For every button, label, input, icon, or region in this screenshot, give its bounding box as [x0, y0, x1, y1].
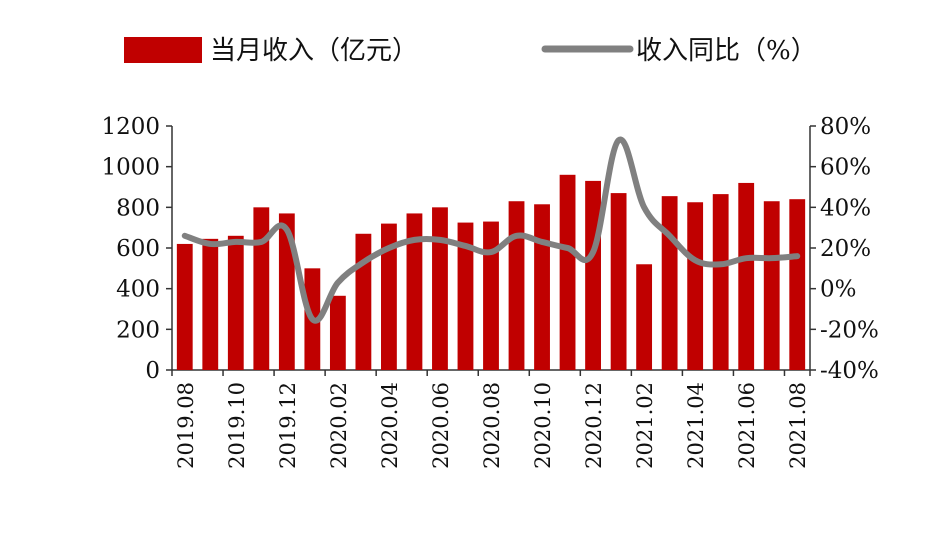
bar-2021.08 — [789, 199, 806, 370]
bar-2021.07 — [763, 201, 780, 370]
bar-2020.08 — [483, 221, 499, 370]
bar-2021.02 — [636, 264, 653, 370]
bar-2019.10 — [227, 235, 244, 370]
x-tick-label: 2019.12 — [276, 382, 300, 469]
right-tick-label: 40% — [820, 195, 871, 221]
left-tick-label: 1200 — [101, 114, 160, 140]
left-tick-label: 600 — [116, 236, 160, 262]
right-tick-label: 0% — [820, 277, 857, 303]
yoy-line — [181, 136, 801, 324]
bar-2019.12 — [278, 213, 295, 370]
x-tick-label: 2020.10 — [531, 382, 555, 469]
bar-2020.09 — [508, 201, 525, 370]
bar-series — [176, 174, 806, 370]
axes: 0 200 400 600 800 1000 1200 -40% -20% 0% 20% 40% 60%… — [101, 114, 878, 469]
left-tick-label: 800 — [116, 195, 160, 221]
left-tick-label: 0 — [145, 358, 160, 384]
x-tick-label: 2020.04 — [378, 382, 402, 469]
bar-2020.07 — [457, 222, 474, 370]
bar-2019.11 — [253, 207, 270, 370]
bar-2020.06 — [432, 207, 448, 370]
x-tick-label: 2021.06 — [735, 382, 759, 469]
x-tick-label: 2020.02 — [327, 382, 351, 469]
bar-2020.10 — [534, 204, 550, 370]
left-tick-label: 1000 — [101, 155, 160, 181]
right-tick-label: 80% — [820, 114, 871, 140]
bar-2020.05 — [406, 213, 423, 370]
legend-label-yoy: 收入同比（%） — [636, 36, 817, 66]
line-series — [181, 136, 801, 324]
right-tick-label: 60% — [820, 155, 871, 181]
x-tick-label: 2021.02 — [633, 382, 657, 469]
right-tick-label: -40% — [820, 358, 879, 384]
x-tick-label: 2019.08 — [174, 382, 198, 469]
bar-2021.03 — [661, 196, 678, 370]
bar-2020.02 — [329, 295, 346, 370]
bar-2021.04 — [687, 202, 704, 370]
x-tick-label: 2020.06 — [429, 382, 453, 469]
bar-2020.12 — [585, 180, 601, 370]
bar-2020.04 — [381, 223, 397, 370]
legend-label-revenue: 当月收入（亿元） — [210, 36, 418, 66]
bar-2021.01 — [610, 193, 627, 370]
legend: 当月收入（亿元） 收入同比（%） — [124, 36, 817, 66]
bar-2020.03 — [355, 233, 372, 370]
x-tick-label: 2020.12 — [582, 382, 606, 469]
x-tick-label: 2019.10 — [225, 382, 249, 469]
x-tick-label: 2020.08 — [480, 382, 504, 469]
bar-2021.06 — [738, 182, 755, 370]
x-tick-label: 2021.08 — [786, 382, 810, 469]
left-tick-label: 400 — [116, 277, 160, 303]
left-tick-label: 200 — [116, 317, 160, 343]
x-tick-label: 2021.04 — [684, 382, 708, 469]
legend-bar-swatch — [124, 37, 202, 63]
bar-2019.09 — [202, 238, 219, 370]
bar-2020.11 — [559, 174, 576, 370]
right-tick-label: 20% — [820, 236, 871, 262]
bar-2021.05 — [712, 194, 729, 370]
right-tick-label: -20% — [820, 317, 879, 343]
bar-2019.08 — [176, 243, 193, 370]
